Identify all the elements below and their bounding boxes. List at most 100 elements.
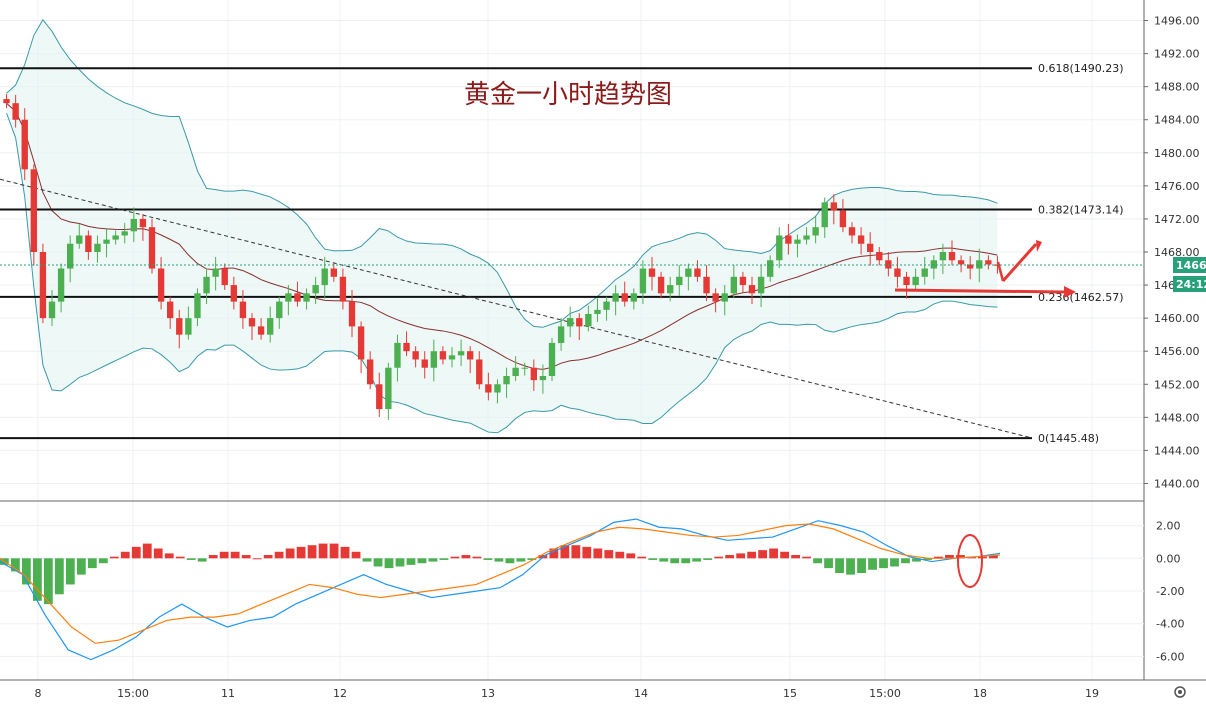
candle-body bbox=[839, 210, 847, 228]
macd-hist-bar bbox=[989, 555, 998, 559]
candle-body bbox=[230, 285, 237, 302]
macd-hist-bar bbox=[252, 558, 262, 560]
candle-body bbox=[648, 268, 656, 277]
time-tick-label: 11 bbox=[221, 687, 235, 700]
candle-body bbox=[539, 376, 547, 381]
candle-body bbox=[112, 235, 119, 240]
candle-body bbox=[739, 276, 747, 286]
time-axis[interactable]: 8 15:00 11 12 13 14 15 15:00 18 19 bbox=[35, 687, 1100, 700]
candle-body bbox=[939, 252, 947, 261]
candle-body bbox=[139, 218, 147, 228]
macd-hist-bar bbox=[747, 551, 757, 559]
candle-body bbox=[830, 202, 837, 211]
macd-tick-label: -6.00 bbox=[1156, 650, 1184, 663]
candle-body bbox=[530, 367, 537, 381]
settings-gear-icon[interactable] bbox=[1174, 686, 1186, 698]
macd-tick-label: -4.00 bbox=[1156, 618, 1184, 631]
macd-hist-bar bbox=[175, 556, 185, 559]
macd-hist-bar bbox=[637, 556, 647, 559]
macd-hist-bar bbox=[120, 551, 130, 559]
macd-hist-bar bbox=[65, 558, 75, 585]
candle-body bbox=[267, 318, 274, 335]
macd-axis[interactable]: 2.00 0.00 -2.00 -4.00 -6.00 bbox=[1156, 520, 1184, 664]
time-tick-label: 13 bbox=[481, 687, 495, 700]
macd-hist-bar bbox=[725, 555, 735, 559]
macd-line bbox=[0, 518, 1001, 661]
candle-body bbox=[76, 235, 83, 244]
macd-hist-bar bbox=[560, 545, 570, 559]
candle-body bbox=[630, 293, 637, 302]
fib-label: 0(1445.48) bbox=[1038, 432, 1099, 445]
macd-hist-bar bbox=[615, 551, 625, 559]
macd-hist-bar bbox=[450, 556, 460, 559]
macd-hist-bar bbox=[648, 558, 658, 560]
candle-body bbox=[121, 231, 128, 236]
macd-hist-bar bbox=[890, 558, 899, 567]
arrow-left-line bbox=[996, 261, 1005, 282]
price-tick-label: 1448.00 bbox=[1154, 411, 1200, 424]
macd-hist-bar bbox=[494, 558, 504, 562]
candle-body bbox=[494, 384, 501, 393]
macd-hist-bar bbox=[857, 558, 866, 574]
candle-body bbox=[67, 243, 74, 269]
candle-body bbox=[248, 318, 256, 327]
current-price-text: 1466.32 bbox=[1176, 259, 1206, 272]
price-tick-label: 1456.00 bbox=[1154, 345, 1200, 358]
candle-body bbox=[957, 260, 965, 265]
candle-body bbox=[212, 268, 219, 277]
candle-body bbox=[948, 252, 956, 261]
price-tick-label: 1484.00 bbox=[1154, 114, 1200, 127]
macd-hist-bar bbox=[164, 553, 174, 559]
candle-body bbox=[876, 252, 883, 261]
fib-label: 0.382(1473.14) bbox=[1038, 204, 1124, 217]
price-axis[interactable]: 1496.00 1492.00 1488.00 1484.00 1480.00 1476.… bbox=[1144, 15, 1200, 491]
countdown-label: 24:12 bbox=[1173, 276, 1206, 292]
macd-hist-bar bbox=[428, 558, 438, 562]
candle-body bbox=[621, 293, 628, 302]
candle-body bbox=[657, 276, 665, 294]
macd-hist-bar bbox=[571, 545, 581, 559]
price-tick-label: 1480.00 bbox=[1154, 147, 1200, 160]
macd-hist-bar bbox=[604, 550, 614, 559]
candle-body bbox=[48, 301, 56, 319]
candle-body bbox=[421, 359, 428, 368]
fib-levels: 0.618(1490.23) 0.382(1473.14) 0.236(1462.5… bbox=[0, 62, 1124, 445]
macd-hist-bar bbox=[197, 558, 207, 562]
candle-body bbox=[885, 260, 892, 269]
candle-body bbox=[848, 227, 856, 236]
arrow-right-head-icon bbox=[1064, 286, 1076, 298]
macd-hist-bar bbox=[208, 555, 218, 559]
macd-hist-bar bbox=[758, 550, 768, 559]
bollinger-bands bbox=[6, 18, 998, 434]
macd-hist-bar bbox=[681, 558, 691, 564]
candle-body bbox=[330, 268, 337, 277]
candle-body bbox=[312, 285, 319, 294]
price-tick-label: 1492.00 bbox=[1154, 48, 1200, 61]
macd-hist-bar bbox=[142, 543, 152, 559]
macd-pane bbox=[0, 518, 1144, 661]
candle-body bbox=[376, 384, 383, 410]
candle-body bbox=[167, 301, 174, 319]
candle-body bbox=[94, 243, 101, 252]
price-tick-label: 1468.00 bbox=[1154, 246, 1200, 259]
macd-hist-bar bbox=[43, 558, 53, 605]
macd-hist-bar bbox=[54, 558, 64, 595]
candle-body bbox=[921, 268, 928, 277]
macd-hist-bar bbox=[956, 555, 965, 559]
candle-body bbox=[30, 169, 37, 252]
macd-hist-bar bbox=[219, 551, 229, 559]
candle-body bbox=[130, 218, 137, 232]
candle-body bbox=[703, 276, 710, 294]
arrow-up-head-icon bbox=[1036, 240, 1042, 252]
candle-body bbox=[148, 227, 156, 269]
candle-body bbox=[412, 351, 419, 360]
candle-body bbox=[794, 239, 801, 244]
candle-body bbox=[357, 326, 365, 360]
candle-body bbox=[85, 235, 92, 252]
macd-hist-bar bbox=[505, 558, 515, 564]
candle-body bbox=[821, 202, 828, 228]
price-tick-label: 1476.00 bbox=[1154, 180, 1200, 193]
candle-body bbox=[57, 268, 65, 302]
macd-hist-bar bbox=[769, 548, 779, 559]
